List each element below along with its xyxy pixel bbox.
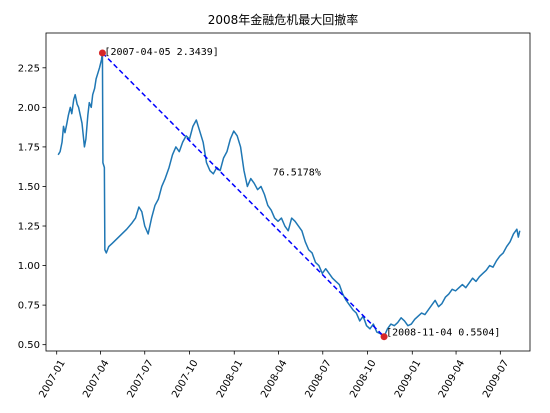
x-tick-label: 2008-04: [259, 358, 289, 400]
x-tick-label: 2007-04: [81, 358, 111, 400]
x-tick-label: 2008-07: [304, 358, 334, 400]
y-tick-label: 0.50: [18, 340, 40, 351]
x-tick-label: 2008-01: [215, 358, 245, 400]
y-tick-label: 1.50: [18, 182, 40, 193]
plot-area: 0.50 0.75 1.00 1.25 1.50 1.75 2.00 2.25 2007-01 2…: [18, 32, 531, 400]
chart-title: 2008年金融危机最大回撤率: [208, 12, 359, 27]
trough-label: [2008-11-04 0.5504]: [386, 328, 500, 339]
y-tick-label: 1.00: [18, 261, 40, 272]
x-tick-label: 2009-07: [481, 358, 511, 400]
trough-marker: [380, 333, 388, 341]
x-tick-label: 2008-10: [348, 358, 378, 400]
y-tick-label: 2.00: [18, 103, 40, 114]
x-tick-label: 2007-01: [37, 358, 67, 400]
y-tick-label: 1.75: [18, 142, 40, 153]
peak-marker: [98, 49, 106, 57]
series-line-0: [57, 52, 521, 338]
x-tick-label: 2007-10: [170, 358, 200, 400]
y-tick-label: 1.25: [18, 222, 40, 233]
x-tick-label: 2009-04: [437, 358, 467, 400]
plot-frame: [45, 32, 531, 352]
peak-label: [2007-04-05 2.3439]: [104, 47, 218, 58]
drawdown-line: [101, 52, 385, 338]
x-tick-label: 2007-07: [125, 358, 155, 400]
y-tick-label: 2.25: [18, 63, 40, 74]
drawdown-rate-label: 76.5178%: [273, 167, 321, 178]
x-tick-label: 2009-01: [393, 358, 423, 400]
y-tick-label: 0.75: [18, 301, 40, 312]
